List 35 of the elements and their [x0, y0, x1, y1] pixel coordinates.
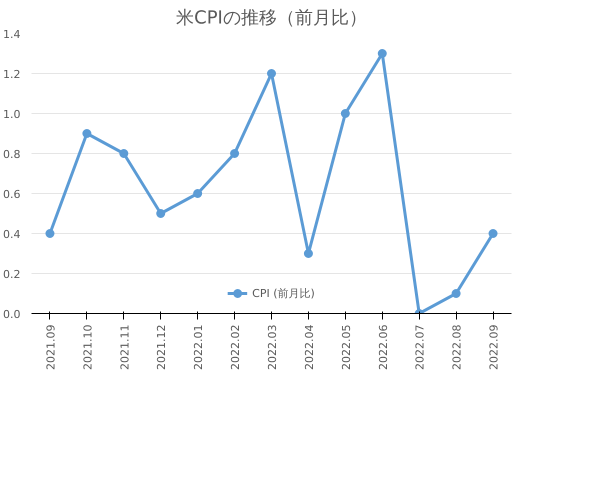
- x-tick-label: 2022.05: [340, 324, 353, 370]
- x-tick-label: 2022.08: [450, 324, 464, 370]
- point: [119, 149, 128, 158]
- x-tick-label: 2022.04: [302, 324, 316, 370]
- point: [452, 289, 461, 298]
- x-tick-label: 2022.02: [229, 324, 242, 370]
- x-tick-label: 2022.01: [192, 324, 206, 370]
- x-tick-label: 2021.12: [155, 324, 168, 370]
- y-tick-label: 0.6: [3, 188, 21, 201]
- x-tick-label: 2021.09: [44, 324, 58, 370]
- point: [378, 49, 387, 58]
- x-tick-label: 2021.10: [81, 324, 94, 370]
- chart-title: 米CPIの推移（前月比）: [176, 8, 367, 28]
- point: [156, 209, 166, 218]
- y-tick-label: 1.0: [3, 108, 21, 121]
- x-tick-label: 2022.03: [266, 324, 279, 370]
- point: [193, 189, 202, 198]
- legend-label: CPI (前月比): [252, 286, 315, 300]
- point: [488, 229, 498, 238]
- point: [340, 109, 350, 118]
- x-tick-label: 2022.09: [488, 324, 501, 370]
- point: [45, 229, 54, 238]
- x-tick-label: 2022.07: [414, 324, 427, 370]
- point: [230, 149, 240, 158]
- y-tick-label: 0.8: [3, 148, 21, 161]
- y-tick-label: 0.0: [3, 308, 21, 321]
- x-tick-label: 2022.06: [376, 324, 390, 370]
- y-tick-label: 1.2: [3, 68, 21, 81]
- point: [267, 69, 276, 78]
- y-tick-label: 0.2: [3, 268, 21, 281]
- point: [304, 249, 313, 258]
- point: [82, 129, 92, 138]
- y-tick-label: 0.4: [3, 228, 21, 241]
- x-tick-label: 2021.11: [118, 324, 132, 370]
- y-tick-label: 1.4: [3, 28, 21, 41]
